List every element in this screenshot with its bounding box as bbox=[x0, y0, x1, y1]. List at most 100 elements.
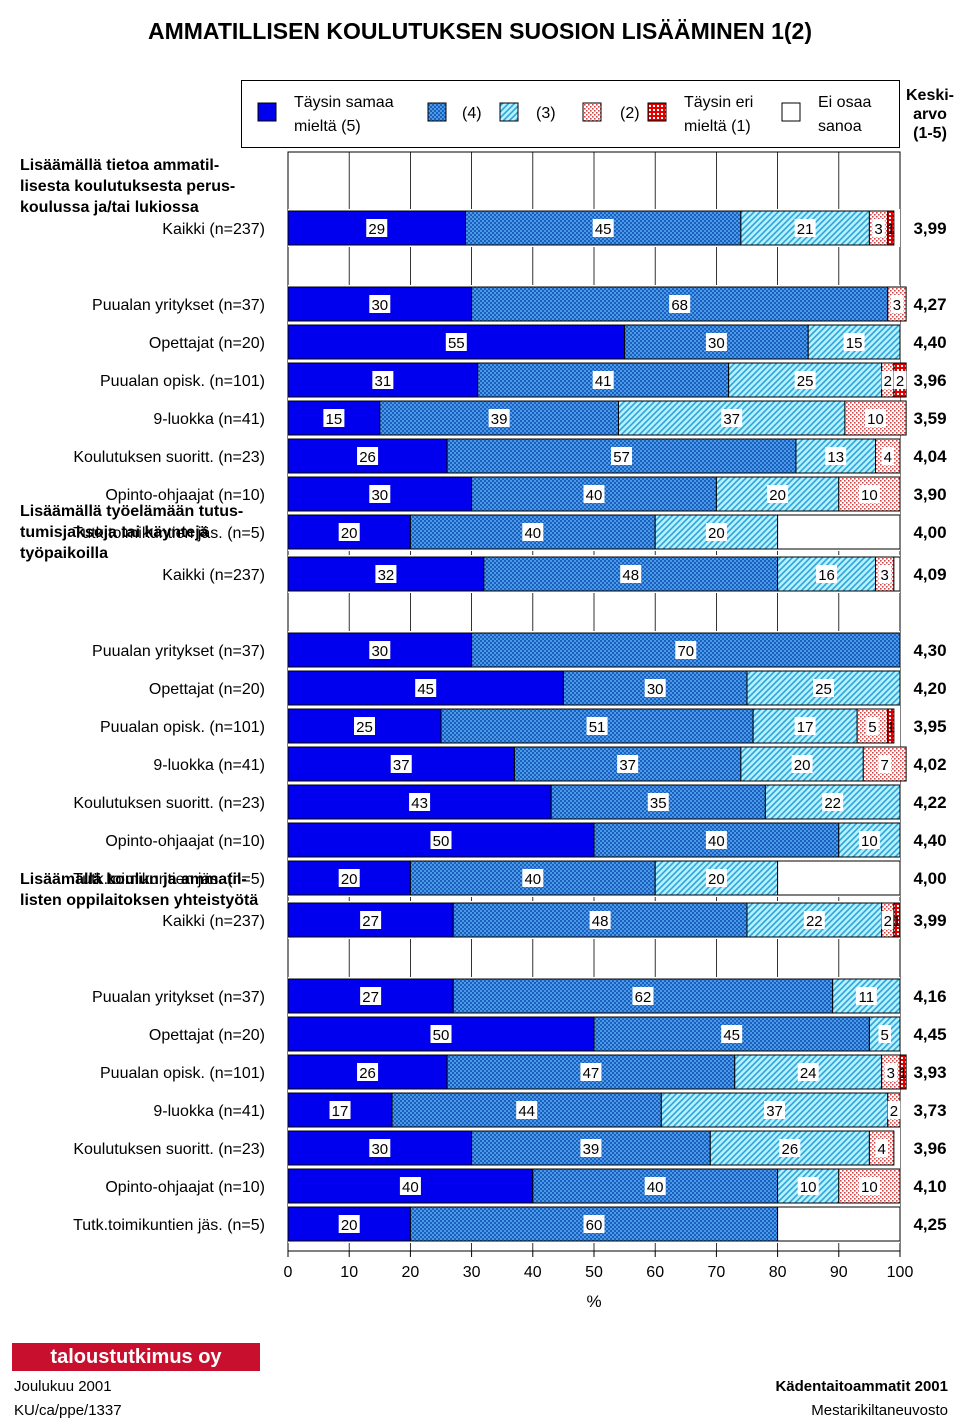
bar-value-g1-r7-s2: 20 bbox=[708, 871, 725, 888]
bar-label-bg-g2-r0-s1 bbox=[589, 911, 611, 929]
bar-label-bg-g0-r2-s2 bbox=[843, 333, 865, 351]
bar-value-g0-r3-s4: 2 bbox=[896, 373, 904, 390]
row-label-g0-r2: Opettajat (n=20) bbox=[149, 335, 265, 352]
bar-label-bg-g2-r3-s2 bbox=[797, 1063, 819, 1081]
bar-value-g2-r1-s0: 27 bbox=[362, 989, 379, 1006]
row-label-g1-r6: Opinto-ohjaajat (n=10) bbox=[105, 833, 265, 850]
x-tick-label-7: 70 bbox=[708, 1264, 726, 1281]
bar-value-g1-r6-s1: 40 bbox=[708, 833, 725, 850]
row-mean-g2-r7: 4,25 bbox=[913, 1215, 946, 1234]
group-heading-1-1: tumisjaksoja tai käyntejä bbox=[20, 524, 209, 541]
bar-label-bg-g2-r2-s0 bbox=[430, 1025, 452, 1043]
bar-value-g1-r3-s0: 25 bbox=[356, 719, 373, 736]
bar-label-bg-g0-r7-s1 bbox=[522, 523, 544, 541]
bar-value-g0-r4-s2: 37 bbox=[723, 411, 740, 428]
row-label-g2-r5: Koulutuksen suoritt. (n=23) bbox=[73, 1141, 265, 1158]
legend-swatch-4 bbox=[647, 102, 667, 122]
bar-segment-g1-r7-s5 bbox=[777, 860, 901, 896]
bar-value-g2-r7-s0: 20 bbox=[341, 1217, 358, 1234]
bar-value-g1-r4-s3: 7 bbox=[881, 757, 889, 774]
bar-value-g0-r2-s2: 15 bbox=[846, 335, 863, 352]
bar-value-g1-r3-s3: 5 bbox=[868, 719, 876, 736]
bar-value-g0-r3-s3: 2 bbox=[884, 373, 892, 390]
bar-label-bg-g1-r0-s1 bbox=[620, 565, 642, 583]
bar-value-g0-r2-s1: 30 bbox=[708, 335, 725, 352]
x-tick-label-0: 0 bbox=[284, 1264, 293, 1281]
bar-value-g0-r0-s1: 45 bbox=[595, 221, 612, 238]
bar-label-bg-g1-r7-s1 bbox=[522, 869, 544, 887]
bar-label-bg-g0-r0-s3 bbox=[872, 219, 885, 237]
row-label-g1-r4: 9-luokka (n=41) bbox=[153, 757, 265, 774]
bar-label-bg-g1-r3-s2 bbox=[794, 717, 816, 735]
bar-value-g0-r6-s0: 30 bbox=[371, 487, 388, 504]
mean-header-line1: Keski- bbox=[905, 87, 955, 104]
bar-value-g0-r7-s1: 40 bbox=[524, 525, 541, 542]
bar-segment-g1-r0-s5 bbox=[893, 556, 901, 592]
bar-label-bg-g0-r7-s0 bbox=[338, 523, 360, 541]
bar-value-g1-r4-s0: 37 bbox=[393, 757, 410, 774]
row-mean-g0-r2: 4,40 bbox=[913, 333, 946, 352]
bar-label-bg-g1-r2-s0 bbox=[415, 679, 437, 697]
row-label-g0-r5: Koulutuksen suoritt. (n=23) bbox=[73, 449, 265, 466]
legend-swatch-0 bbox=[257, 102, 277, 122]
bar-value-g1-r5-s1: 35 bbox=[650, 795, 667, 812]
footer-code: KU/ca/ppe/1337 bbox=[14, 1402, 122, 1419]
bar-segment-g1-r4-s1 bbox=[513, 746, 742, 782]
row-mean-g1-r5: 4,22 bbox=[913, 793, 946, 812]
bar-value-g0-r6-s2: 20 bbox=[769, 487, 786, 504]
bar-value-g1-r0-s2: 16 bbox=[818, 567, 835, 584]
bar-value-g2-r2-s1: 45 bbox=[723, 1027, 740, 1044]
bar-label-bg-g1-r3-s3 bbox=[866, 717, 879, 735]
bar-label-bg-g0-r6-s1 bbox=[583, 485, 605, 503]
bar-value-g2-r7-s1: 60 bbox=[586, 1217, 603, 1234]
bar-label-bg-g2-r0-s2 bbox=[803, 911, 825, 929]
bar-label-bg-g1-r2-s1 bbox=[644, 679, 666, 697]
x-tick-label-9: 90 bbox=[830, 1264, 848, 1281]
bar-value-g2-r4-s0: 17 bbox=[332, 1103, 349, 1120]
bar-label-bg-g1-r3-s0 bbox=[354, 717, 375, 735]
bar-value-g2-r0-s2: 22 bbox=[806, 913, 823, 930]
bar-label-bg-g0-r3-s2 bbox=[794, 371, 816, 389]
row-label-g2-r2: Opettajat (n=20) bbox=[149, 1027, 265, 1044]
legend-label-1-0: (4) bbox=[462, 105, 482, 122]
footer-client: Mestarikiltaneuvosto bbox=[811, 1402, 948, 1419]
legend-swatch-1 bbox=[427, 102, 447, 122]
bar-value-g0-r0-s3: 3 bbox=[874, 221, 882, 238]
legend-label-4-1: mieltä (1) bbox=[684, 118, 751, 135]
bar-label-bg-g2-r1-s0 bbox=[360, 987, 382, 1005]
row-label-g0-r6: Opinto-ohjaajat (n=10) bbox=[105, 487, 265, 504]
bar-label-bg-g2-r3-s1 bbox=[580, 1063, 602, 1081]
x-tick-label-2: 20 bbox=[402, 1264, 420, 1281]
legend-label-0-0: Täysin samaa bbox=[294, 94, 394, 111]
bar-label-bg-g0-r4-s3 bbox=[865, 409, 887, 427]
row-mean-g1-r7: 4,00 bbox=[913, 869, 946, 888]
bar-segment-g2-r7-s5 bbox=[777, 1206, 901, 1242]
row-label-g0-r4: 9-luokka (n=41) bbox=[153, 411, 265, 428]
row-mean-g0-r7: 4,00 bbox=[913, 523, 946, 542]
bar-label-bg-g0-r2-s1 bbox=[705, 333, 727, 351]
x-axis-label: % bbox=[586, 1292, 601, 1311]
bar-value-g2-r3-s1: 47 bbox=[583, 1065, 600, 1082]
mean-header-line3: (1-5) bbox=[913, 125, 947, 142]
bar-value-g2-r4-s1: 44 bbox=[518, 1103, 535, 1120]
bar-label-bg-g1-r0-s3 bbox=[878, 565, 891, 583]
bar-label-bg-g2-r1-s2 bbox=[855, 987, 877, 1005]
bar-value-g2-r5-s1: 39 bbox=[583, 1141, 600, 1158]
bar-value-g1-r7-s1: 40 bbox=[524, 871, 541, 888]
bar-label-bg-g2-r6-s3 bbox=[858, 1177, 880, 1195]
bar-value-g0-r4-s3: 10 bbox=[867, 411, 884, 428]
bar-label-bg-g2-r1-s1 bbox=[632, 987, 654, 1005]
row-mean-g2-r3: 3,93 bbox=[913, 1063, 946, 1082]
bar-label-bg-g0-r1-s1 bbox=[669, 295, 691, 313]
row-mean-g0-r6: 3,90 bbox=[913, 485, 946, 504]
bar-value-g2-r6-s0: 40 bbox=[402, 1179, 419, 1196]
bar-value-g2-r3-s3: 3 bbox=[887, 1065, 895, 1082]
bar-value-g0-r5-s3: 4 bbox=[884, 449, 892, 466]
bar-label-bg-g2-r5-s1 bbox=[580, 1139, 602, 1157]
bar-label-bg-g2-r2-s1 bbox=[721, 1025, 743, 1043]
bar-label-bg-g1-r4-s0 bbox=[390, 755, 412, 773]
bar-label-bg-g1-r1-s0 bbox=[369, 641, 391, 659]
bar-value-g0-r0-s4: 1 bbox=[887, 221, 895, 238]
group-heading-0-2: koulussa ja/tai lukiossa bbox=[20, 199, 199, 216]
